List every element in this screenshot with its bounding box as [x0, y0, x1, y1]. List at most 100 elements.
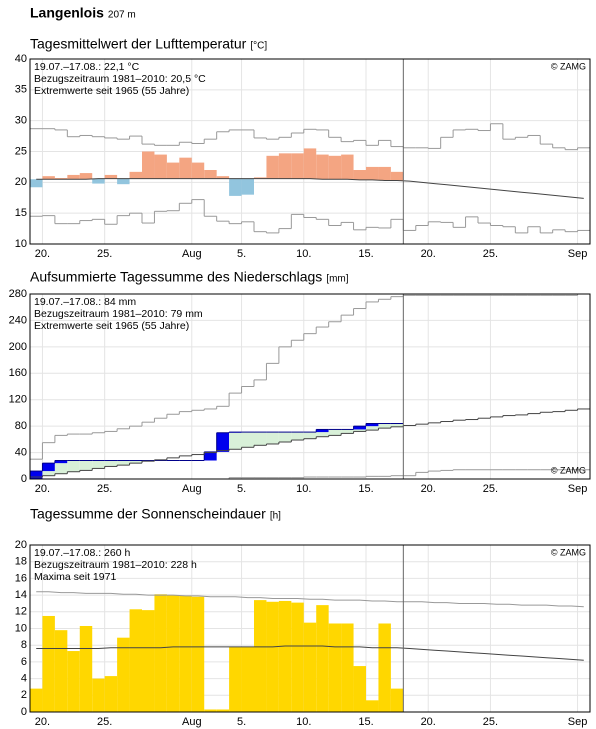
surplus-area	[303, 432, 317, 439]
bar	[67, 651, 80, 712]
chart-note: 19.07.–17.08.: 260 h	[34, 547, 130, 559]
bar	[179, 595, 192, 712]
plot-frame	[29, 293, 591, 480]
daily-increment	[54, 460, 68, 464]
x-tick-label: Aug	[182, 483, 202, 495]
bar	[79, 173, 93, 180]
y-tick-label: 16	[15, 572, 27, 584]
y-tick-label: 120	[9, 394, 27, 406]
y-tick-label: 240	[9, 314, 27, 326]
mean-line	[36, 645, 584, 661]
x-tick-label: Aug	[182, 248, 202, 260]
credit: © ZAMG	[551, 61, 586, 71]
x-tick-label: 20.	[35, 483, 50, 495]
bar	[278, 600, 292, 712]
surplus-area	[328, 429, 342, 436]
surplus-area	[378, 423, 391, 429]
x-tick-label: Sep	[568, 716, 588, 728]
max-line	[36, 591, 584, 608]
surplus-area	[67, 460, 80, 472]
bar	[67, 174, 80, 180]
x-tick-label: 15.	[358, 483, 373, 495]
chart-title: Aufsummierte Tagessumme des Niederschlag…	[30, 269, 322, 285]
surplus-area	[353, 429, 366, 432]
y-tick-label: 30	[15, 115, 27, 127]
bar	[353, 666, 366, 712]
daily-increment	[366, 423, 379, 427]
y-tick-label: 80	[15, 420, 27, 432]
chart-note: Extremwerte seit 1965 (55 Jahre)	[34, 85, 189, 97]
chart-note: Bezugszeitraum 1981–2010: 20,5 °C	[34, 73, 206, 85]
bar	[254, 600, 267, 712]
surplus-area	[266, 432, 279, 444]
y-tick-label: 10	[15, 622, 27, 634]
surplus-area	[92, 460, 105, 469]
bar	[229, 646, 242, 712]
bar	[303, 622, 317, 712]
x-tick-label: 25.	[483, 716, 498, 728]
daily-increment	[316, 429, 329, 433]
bar	[378, 623, 391, 712]
bar	[278, 153, 292, 179]
bar	[166, 162, 180, 179]
bar	[328, 155, 342, 180]
surplus-area	[241, 432, 254, 448]
x-tick-label: 5.	[237, 483, 246, 495]
bar	[54, 630, 68, 712]
bar	[92, 178, 105, 184]
y-tick-label: 4	[21, 673, 27, 685]
x-tick-label: 20.	[421, 483, 436, 495]
surplus-area	[291, 432, 304, 441]
bar	[229, 178, 242, 196]
bar	[216, 709, 230, 712]
surplus-area	[54, 463, 68, 474]
y-tick-label: 0	[21, 706, 27, 718]
bar	[204, 170, 217, 179]
x-tick-label: 5.	[237, 248, 246, 260]
station-name: Langenlois	[30, 5, 104, 21]
daily-increment	[353, 426, 366, 430]
surplus-area	[229, 432, 242, 450]
x-tick-label: 15.	[358, 716, 373, 728]
bar	[353, 170, 366, 180]
bar	[54, 178, 68, 180]
x-tick-label: 15.	[358, 248, 373, 260]
chart-unit: [h]	[270, 511, 281, 522]
surplus-area	[79, 460, 93, 471]
bar	[328, 623, 342, 712]
chart-note: Bezugszeitraum 1981–2010: 79 mm	[34, 308, 203, 320]
surplus-area	[366, 426, 379, 431]
x-tick-label: 25.	[97, 483, 112, 495]
daily-increment	[216, 432, 230, 452]
x-tick-label: 20.	[35, 248, 50, 260]
surplus-area	[104, 460, 118, 467]
x-tick-label: 25.	[97, 248, 112, 260]
bar	[266, 601, 279, 712]
x-tick-label: 20.	[35, 716, 50, 728]
y-tick-label: 10	[15, 238, 27, 250]
daily-increment	[204, 451, 217, 461]
bar	[241, 646, 254, 712]
bar	[179, 157, 192, 179]
daily-increment	[30, 471, 43, 479]
y-tick-label: 14	[15, 589, 27, 601]
bar	[104, 676, 118, 712]
bar	[79, 625, 93, 712]
bar	[42, 615, 55, 712]
y-tick-label: 20	[15, 539, 27, 551]
bar	[191, 162, 205, 179]
x-tick-label: Sep	[568, 483, 588, 495]
bar	[291, 153, 304, 179]
surplus-area	[129, 460, 142, 464]
surplus-area	[390, 423, 404, 427]
daily-increment	[42, 463, 55, 472]
surplus-area	[316, 432, 329, 437]
bar	[204, 709, 217, 712]
y-tick-label: 6	[21, 656, 27, 668]
surplus-area	[341, 429, 354, 434]
chart-title: Tagesmittelwert der Lufttemperatur	[30, 36, 247, 52]
surplus-area	[117, 460, 130, 466]
y-tick-label: 15	[15, 207, 27, 219]
bar	[341, 623, 354, 712]
bar	[30, 688, 43, 712]
